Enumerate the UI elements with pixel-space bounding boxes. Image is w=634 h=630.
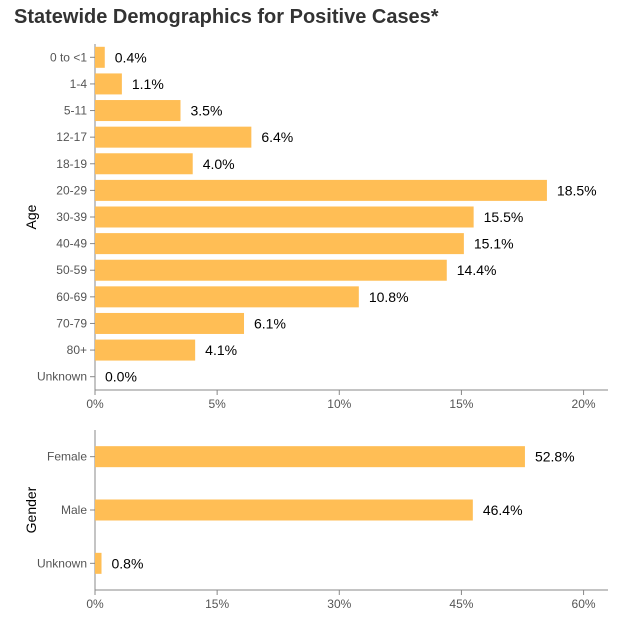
age-category-label: 60-69 <box>56 290 87 304</box>
age-bar <box>95 153 193 175</box>
gender-bar <box>95 499 473 521</box>
gender-x-tick-label: 0% <box>86 597 104 611</box>
age-x-tick-label: 20% <box>572 397 596 411</box>
gender-x-tick-label: 60% <box>572 597 596 611</box>
age-category-label: 30-39 <box>56 210 87 224</box>
age-data-label: 0.0% <box>105 369 137 385</box>
age-category-label: 5-11 <box>64 104 87 118</box>
age-data-label: 15.5% <box>484 209 524 225</box>
gender-axis-title: Gender <box>23 486 39 533</box>
age-category-label: 0 to <1 <box>50 50 87 64</box>
gender-category-label: Female <box>47 450 87 464</box>
age-bar <box>95 73 122 95</box>
gender-bar <box>95 446 525 468</box>
gender-category-label: Male <box>61 503 87 517</box>
gender-data-label: 52.8% <box>535 449 575 465</box>
age-bar <box>95 259 447 281</box>
gender-x-tick-label: 45% <box>449 597 473 611</box>
age-data-label: 4.0% <box>203 156 235 172</box>
age-x-tick-label: 15% <box>449 397 473 411</box>
age-data-label: 18.5% <box>557 182 597 198</box>
age-category-label: 18-19 <box>56 157 87 171</box>
age-x-tick-label: 5% <box>208 397 226 411</box>
age-data-label: 4.1% <box>205 342 237 358</box>
age-x-tick-label: 10% <box>327 397 351 411</box>
age-bar <box>95 312 245 334</box>
age-bar <box>95 46 105 68</box>
gender-category-label: Unknown <box>37 556 87 570</box>
age-data-label: 6.4% <box>261 129 293 145</box>
age-bar <box>95 179 547 201</box>
age-bar <box>95 286 359 308</box>
age-category-label: 70-79 <box>56 316 87 330</box>
age-data-label: 10.8% <box>369 289 409 305</box>
gender-x-tick-label: 15% <box>205 597 229 611</box>
gender-x-tick-label: 30% <box>327 597 351 611</box>
gender-bar <box>95 552 102 574</box>
age-data-label: 14.4% <box>457 262 497 278</box>
age-category-label: 1-4 <box>70 77 88 91</box>
age-bar <box>95 233 464 255</box>
age-x-tick-label: 0% <box>86 397 104 411</box>
age-category-label: 20-29 <box>56 183 87 197</box>
age-category-label: 12-17 <box>56 130 87 144</box>
chart-title: Statewide Demographics for Positive Case… <box>14 6 439 28</box>
age-data-label: 15.1% <box>474 236 514 252</box>
age-data-label: 3.5% <box>191 103 223 119</box>
age-category-label: 40-49 <box>56 237 87 251</box>
gender-data-label: 0.8% <box>112 555 144 571</box>
gender-data-label: 46.4% <box>483 502 523 518</box>
age-data-label: 6.1% <box>254 315 286 331</box>
age-category-label: 80+ <box>67 343 87 357</box>
age-bar <box>95 100 181 122</box>
age-axis-title: Age <box>23 204 39 229</box>
age-data-label: 0.4% <box>115 49 147 65</box>
age-bar <box>95 206 474 228</box>
age-category-label: 50-59 <box>56 263 87 277</box>
age-bar <box>95 126 252 148</box>
age-data-label: 1.1% <box>132 76 164 92</box>
age-bar <box>95 339 196 361</box>
age-category-label: Unknown <box>37 370 87 384</box>
